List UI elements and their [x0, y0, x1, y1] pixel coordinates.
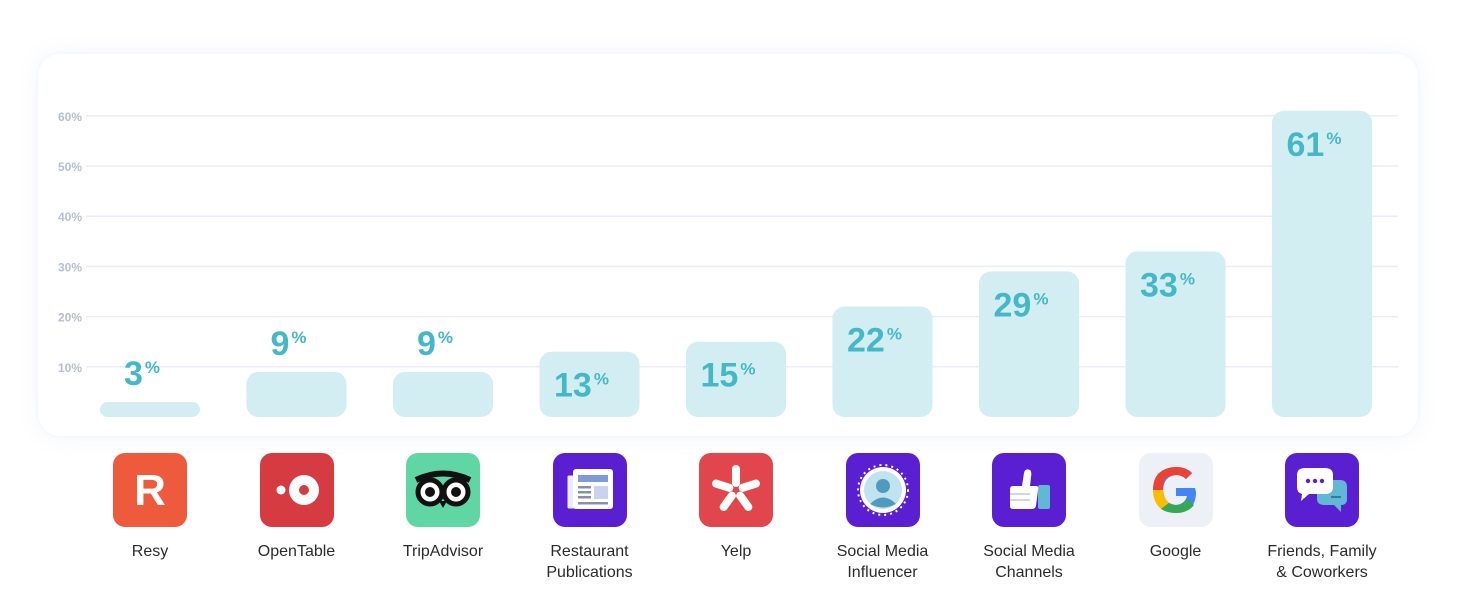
value-label: 22% [847, 322, 902, 360]
value-number: 22 [847, 322, 885, 360]
grid-lines [86, 115, 1398, 368]
value-number: 61 [1287, 126, 1325, 164]
y-tick-label: 30% [58, 260, 82, 274]
value-label: 15% [701, 357, 756, 395]
category-label: Restaurant Publications [546, 543, 633, 581]
y-tick-label: 60% [58, 110, 82, 124]
google-icon [1138, 453, 1213, 527]
value-number: 29 [994, 286, 1032, 324]
category-label: Social Media Influencer [836, 543, 929, 581]
opentable-icon [259, 453, 334, 527]
category-label: Google [1149, 543, 1202, 560]
category-label: Friends, Family & Coworkers [1267, 543, 1377, 581]
value-label: 3% [124, 355, 160, 393]
yelp-icon [699, 453, 773, 527]
bar [832, 306, 933, 417]
y-tick-label: 40% [58, 210, 82, 224]
bars [100, 110, 1372, 417]
svg-text:R: R [134, 466, 166, 515]
bar [1125, 251, 1226, 417]
bar [979, 271, 1079, 417]
value-number: 3 [124, 355, 143, 393]
category-label: TripAdvisor [402, 543, 484, 560]
y-axis-ticks: 10% 20% 30% 40% 50% 60% [58, 110, 82, 375]
category-label: OpenTable [257, 543, 336, 560]
value-label: 9% [270, 325, 306, 363]
bar [393, 371, 493, 417]
y-tick-label: 10% [58, 361, 82, 375]
value-number: 33 [1140, 266, 1178, 304]
chat-bubbles-icon [1285, 453, 1359, 527]
resy-icon: R [113, 453, 187, 527]
value-suffix: % [887, 325, 902, 344]
bar [100, 401, 200, 417]
value-number: 15 [701, 357, 739, 395]
thumbs-up-icon [992, 453, 1066, 527]
value-suffix: % [1326, 129, 1341, 148]
value-suffix: % [1033, 289, 1048, 308]
value-suffix: % [1180, 269, 1195, 288]
value-suffix: % [740, 360, 755, 379]
value-number: 9 [417, 325, 436, 363]
value-suffix: % [438, 328, 453, 347]
bar [1272, 110, 1372, 417]
bar [686, 341, 786, 417]
category-label: Yelp [720, 543, 752, 560]
category-label: Social Media Channels [983, 543, 1075, 581]
value-suffix: % [594, 370, 609, 389]
value-suffix: % [145, 358, 160, 377]
value-labels: 3 %9% 9 %13% 15 %22 %29% 33 %61% [124, 126, 1342, 405]
tripadvisor-icon [406, 453, 480, 527]
newspaper-icon [552, 453, 627, 527]
y-tick-label: 20% [58, 311, 82, 325]
value-label: 13% [554, 367, 609, 405]
value-label: 9% [417, 325, 453, 363]
value-number: 13 [554, 367, 592, 405]
bar [246, 371, 347, 417]
value-label: 61% [1287, 126, 1342, 164]
y-tick-label: 50% [58, 160, 82, 174]
value-label: 29% [994, 286, 1049, 324]
value-label: 33% [1140, 266, 1195, 304]
value-suffix: % [291, 328, 306, 347]
value-number: 9 [270, 325, 289, 363]
bar [539, 351, 640, 417]
category-label: Resy [131, 543, 169, 560]
influencer-icon [845, 453, 920, 527]
